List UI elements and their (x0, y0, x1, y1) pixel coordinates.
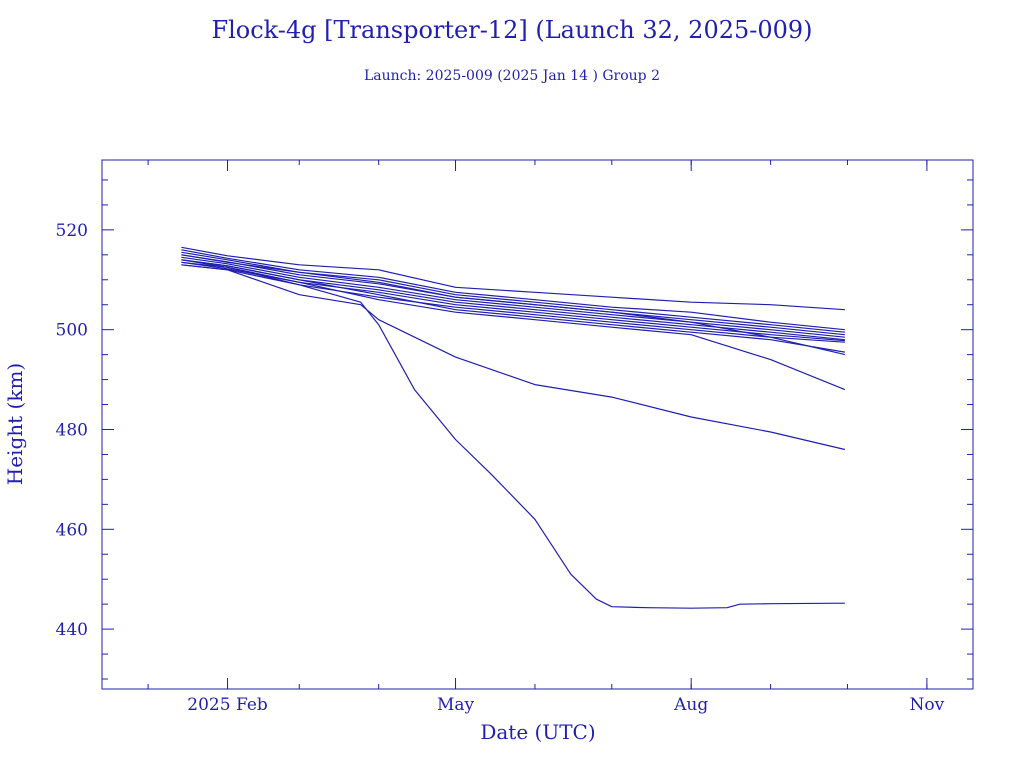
series-line-8 (181, 264, 845, 343)
series-lines (181, 246, 846, 609)
x-tick-label: 2025 Feb (187, 695, 268, 715)
y-tick-label: 500 (56, 321, 88, 341)
chart-subtitle: Launch: 2025-009 (2025 Jan 14 ) Group 2 (364, 68, 660, 84)
axis-ticks (102, 160, 973, 689)
y-tick-label: 520 (56, 221, 88, 241)
tick-labels: 2025 Feb May Aug Nov 440 460 480 500 520 (56, 221, 945, 715)
x-tick-label: Aug (673, 695, 708, 715)
x-axis-title: Date (UTC) (480, 720, 595, 744)
x-tick-label: Nov (910, 695, 945, 715)
series-line-12 (181, 264, 846, 451)
series-line-7 (181, 261, 845, 342)
series-line-13 (181, 259, 845, 609)
y-tick-label: 440 (56, 620, 88, 640)
series-line-5 (181, 256, 845, 338)
chart-title: Flock-4g [Transporter-12] (Launch 32, 20… (211, 16, 812, 44)
y-axis-title: Height (km) (3, 363, 27, 485)
x-tick-label: May (437, 695, 475, 715)
y-tick-label: 480 (56, 420, 88, 440)
series-line-9 (181, 254, 846, 356)
series-line-10 (181, 259, 845, 353)
series-line-1 (181, 246, 845, 311)
y-tick-label: 460 (56, 520, 88, 540)
plot-frame (101, 159, 974, 690)
series-line-3 (181, 251, 845, 333)
series-line-2 (181, 249, 845, 331)
